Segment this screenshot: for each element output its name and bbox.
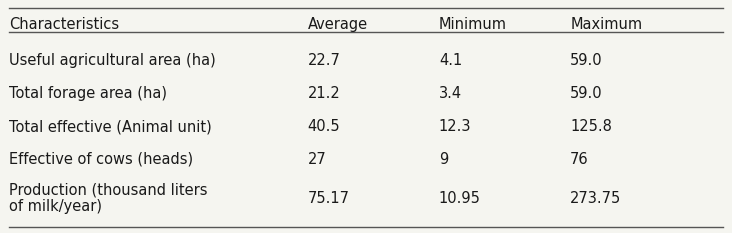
Text: Total forage area (ha): Total forage area (ha) bbox=[9, 86, 167, 101]
Text: 76: 76 bbox=[570, 152, 589, 167]
Text: 75.17: 75.17 bbox=[307, 191, 350, 206]
Text: 9: 9 bbox=[439, 152, 448, 167]
Text: Maximum: Maximum bbox=[570, 17, 642, 32]
Text: 10.95: 10.95 bbox=[439, 191, 481, 206]
Text: Effective of cows (heads): Effective of cows (heads) bbox=[9, 152, 193, 167]
Text: 125.8: 125.8 bbox=[570, 119, 612, 134]
Text: 3.4: 3.4 bbox=[439, 86, 462, 101]
Text: 273.75: 273.75 bbox=[570, 191, 621, 206]
Text: Average: Average bbox=[307, 17, 367, 32]
Text: Minimum: Minimum bbox=[439, 17, 507, 32]
Text: Production (thousand liters
of milk/year): Production (thousand liters of milk/year… bbox=[9, 182, 207, 214]
Text: 21.2: 21.2 bbox=[307, 86, 340, 101]
Text: 27: 27 bbox=[307, 152, 326, 167]
Text: 59.0: 59.0 bbox=[570, 86, 603, 101]
Text: 4.1: 4.1 bbox=[439, 53, 462, 68]
Text: 22.7: 22.7 bbox=[307, 53, 340, 68]
Text: 59.0: 59.0 bbox=[570, 53, 603, 68]
Text: Characteristics: Characteristics bbox=[9, 17, 119, 32]
Text: Useful agricultural area (ha): Useful agricultural area (ha) bbox=[9, 53, 215, 68]
Text: 40.5: 40.5 bbox=[307, 119, 340, 134]
Text: 12.3: 12.3 bbox=[439, 119, 471, 134]
Text: Total effective (Animal unit): Total effective (Animal unit) bbox=[9, 119, 212, 134]
